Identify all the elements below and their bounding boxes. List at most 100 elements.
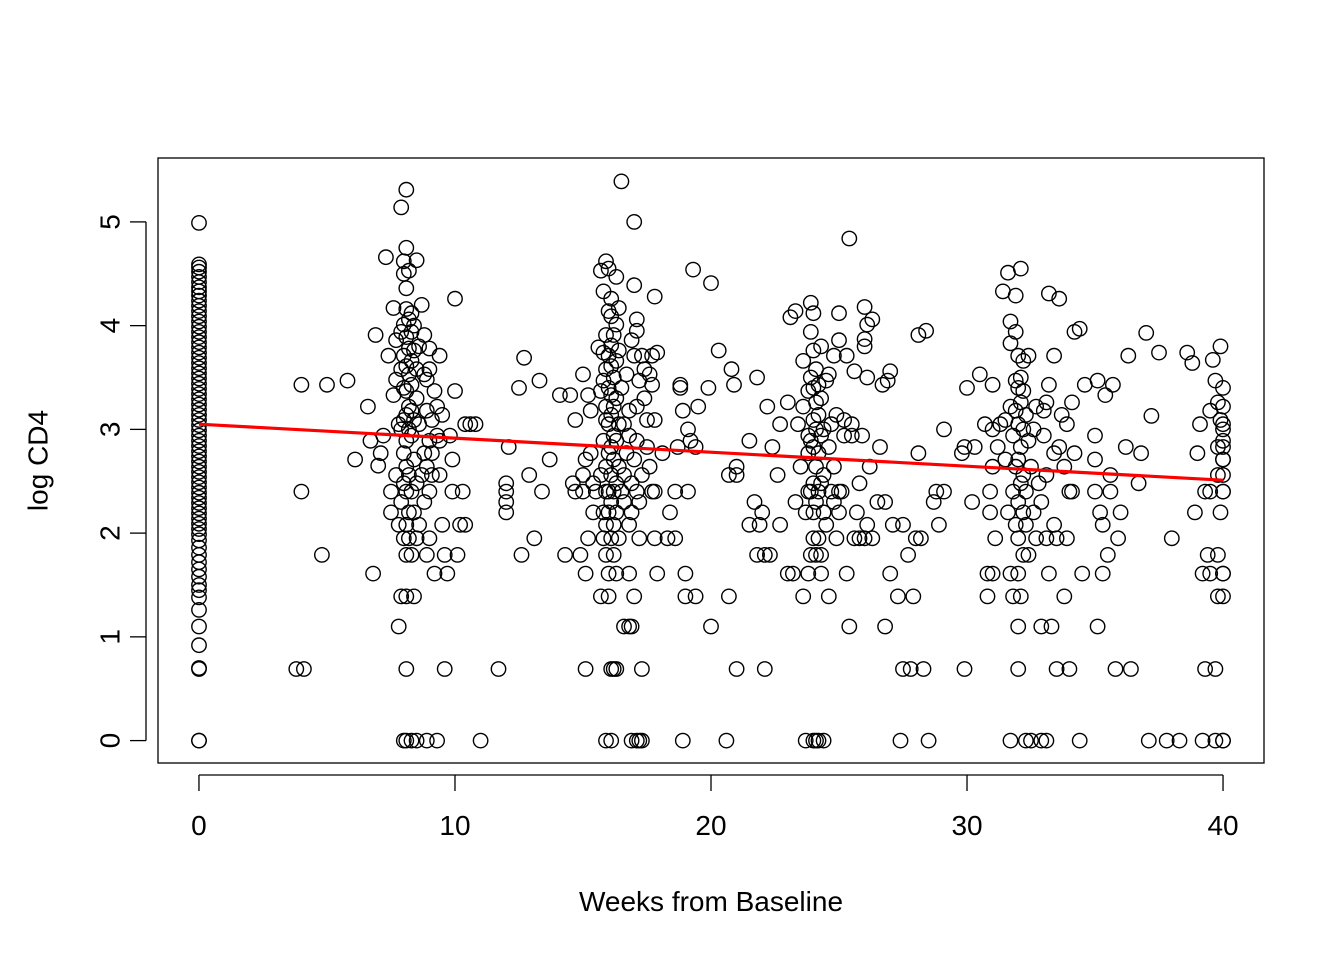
data-point	[406, 588, 422, 605]
data-point	[408, 390, 425, 407]
data-point	[892, 732, 909, 749]
data-point	[800, 565, 817, 582]
data-point	[1056, 458, 1073, 475]
data-point	[1048, 530, 1065, 547]
data-point	[1194, 732, 1211, 749]
data-point	[810, 483, 827, 500]
x-axis: 0 10 20 30 40	[191, 774, 1239, 841]
data-point	[756, 547, 773, 563]
data-point	[1112, 504, 1129, 521]
data-point	[808, 494, 824, 510]
data-point	[1074, 565, 1091, 582]
data-point	[603, 732, 620, 749]
data-point	[805, 342, 822, 359]
data-point	[759, 398, 776, 415]
data-point	[598, 327, 614, 343]
data-point	[467, 416, 484, 433]
data-point	[191, 292, 207, 309]
data-point	[593, 467, 609, 483]
data-point	[191, 521, 207, 537]
data-point	[859, 369, 876, 386]
data-point	[191, 443, 207, 460]
data-point	[808, 394, 824, 411]
data-point	[677, 565, 694, 582]
data-point	[610, 530, 627, 547]
data-point	[191, 214, 207, 231]
data-point	[851, 530, 868, 547]
trend-line	[198, 422, 1224, 482]
data-point	[403, 483, 420, 500]
data-point	[191, 526, 207, 543]
data-point	[910, 445, 927, 462]
data-point	[462, 416, 479, 433]
data-point	[841, 230, 858, 247]
data-point	[1215, 421, 1231, 438]
data-point	[1059, 416, 1075, 433]
data-point	[1005, 588, 1021, 605]
data-point	[1023, 458, 1039, 475]
data-point	[797, 504, 814, 521]
data-point	[447, 383, 463, 399]
data-point	[728, 467, 745, 483]
data-point	[1056, 588, 1073, 605]
data-point	[805, 412, 822, 428]
data-point	[1051, 290, 1068, 307]
data-point	[859, 316, 876, 333]
data-point	[1012, 475, 1029, 492]
data-point	[623, 475, 640, 492]
data-point	[605, 516, 622, 533]
data-point	[851, 475, 868, 492]
data-point	[772, 516, 788, 533]
data-point	[1035, 427, 1052, 444]
data-point	[741, 516, 758, 533]
data-point	[403, 305, 420, 322]
data-point	[423, 467, 440, 483]
data-point	[436, 661, 453, 677]
data-point	[398, 547, 415, 563]
data-point	[403, 352, 420, 369]
data-point	[600, 379, 617, 396]
data-point	[434, 406, 451, 423]
data-point	[400, 504, 417, 521]
data-point	[191, 448, 207, 465]
data-point	[191, 427, 207, 444]
data-point	[339, 372, 356, 389]
data-point	[608, 352, 625, 369]
data-point	[674, 732, 691, 749]
data-point	[787, 303, 804, 319]
data-point	[1215, 439, 1231, 455]
data-point	[398, 661, 415, 677]
data-point	[792, 458, 809, 475]
data-point	[1064, 394, 1080, 411]
data-point	[1215, 398, 1231, 415]
data-point	[1010, 530, 1027, 547]
data-point	[191, 323, 207, 340]
data-point	[191, 263, 207, 280]
data-point	[1033, 732, 1050, 749]
data-point	[431, 432, 448, 449]
data-point	[1041, 285, 1057, 302]
data-point	[605, 369, 622, 386]
data-point	[813, 565, 829, 582]
data-point	[690, 398, 707, 415]
data-point	[667, 530, 684, 547]
data-point	[421, 530, 438, 547]
data-point	[191, 386, 207, 402]
data-point	[498, 483, 515, 500]
data-point	[846, 363, 863, 380]
data-point	[380, 347, 397, 364]
data-point	[564, 475, 581, 492]
data-point	[593, 262, 609, 279]
data-point	[966, 439, 983, 455]
data-point	[918, 322, 934, 339]
data-point	[390, 516, 407, 533]
data-point	[741, 432, 758, 449]
data-point	[1020, 347, 1037, 364]
data-point	[605, 483, 622, 500]
data-point	[418, 732, 435, 749]
data-point	[398, 239, 415, 256]
data-point	[347, 451, 363, 468]
data-point	[1002, 565, 1019, 582]
